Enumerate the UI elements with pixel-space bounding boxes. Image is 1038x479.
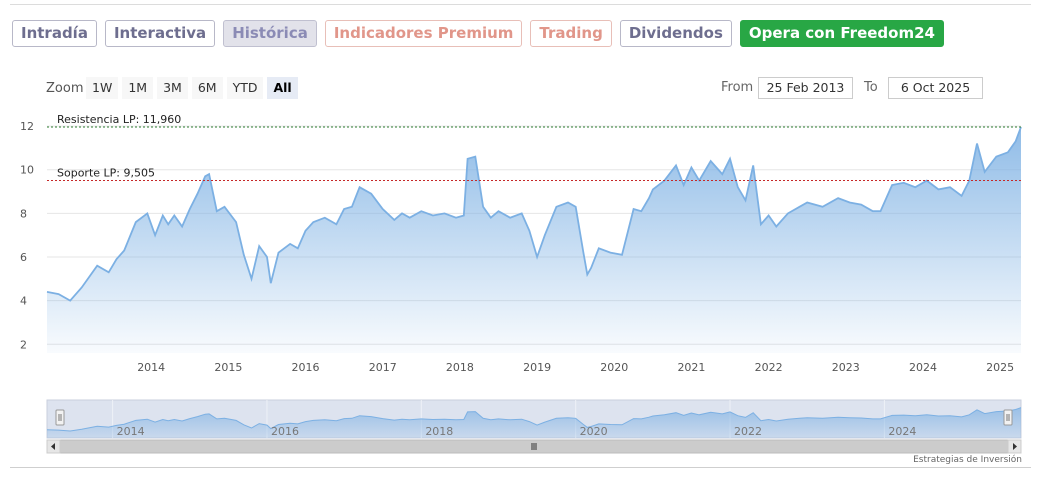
- from-label: From: [721, 80, 754, 95]
- x-tick-label: 2014: [137, 361, 165, 374]
- from-date-input[interactable]: 25 Feb 2013: [758, 77, 853, 99]
- navigator[interactable]: 2014 2016 2018 2020 2022 2024: [46, 399, 1022, 454]
- y-tick-label: 2: [20, 338, 27, 351]
- tab-trading[interactable]: Trading: [530, 20, 612, 47]
- navigator-tick-label: 2024: [888, 425, 916, 438]
- navigator-scrollbar[interactable]: [46, 439, 1022, 454]
- scroll-right-arrow-icon: [1013, 443, 1017, 450]
- y-tick-label: 4: [20, 295, 27, 308]
- navigator-right-handle[interactable]: [1003, 409, 1013, 426]
- x-tick-label: 2024: [909, 361, 937, 374]
- chart-tabs: Intradía Interactiva Histórica Indicadores …: [12, 20, 944, 47]
- y-tick-label: 6: [20, 251, 27, 264]
- x-tick-label: 2018: [446, 361, 474, 374]
- tab-dividendos[interactable]: Dividendos: [619, 20, 732, 47]
- top-divider: [10, 4, 1031, 5]
- x-tick-label: 2021: [677, 361, 705, 374]
- support-resistance-lines: Resistencia LP: 11,960 Soporte LP: 9,505: [47, 113, 1021, 182]
- tab-hist-rica[interactable]: Histórica: [223, 20, 317, 47]
- x-tick-label: 2016: [292, 361, 320, 374]
- price-line: [46, 126, 1022, 302]
- to-date-input[interactable]: 6 Oct 2025: [888, 77, 983, 99]
- zoom-3m-button[interactable]: 3M: [157, 77, 188, 99]
- bottom-divider: [10, 467, 1031, 468]
- y-axis-labels: 2 4 6 8 10 12: [20, 120, 34, 351]
- tab-opera-con-freedom24[interactable]: Opera con Freedom24: [739, 20, 944, 47]
- navigator-left-handle[interactable]: [55, 409, 65, 426]
- x-tick-label: 2015: [214, 361, 242, 374]
- y-tick-label: 10: [20, 164, 34, 177]
- chart-credit: Estrategias de Inversión: [913, 455, 1022, 465]
- x-tick-label: 2020: [600, 361, 628, 374]
- zoom-6m-button[interactable]: 6M: [191, 77, 223, 99]
- support-label: Soporte LP: 9,505: [57, 167, 155, 180]
- zoom-buttons: 1W 1M 3M 6M YTD All: [86, 77, 298, 99]
- navigator-tick-label: 2022: [734, 425, 762, 438]
- x-tick-label: 2017: [369, 361, 397, 374]
- x-axis-labels: 2014 2015 2016 2017 2018 2019 2020 2021 2022 2023…: [137, 361, 1014, 374]
- navigator-tick-label: 2014: [117, 425, 145, 438]
- tab-intrad-a[interactable]: Intradía: [12, 20, 97, 47]
- resistance-label: Resistencia LP: 11,960: [57, 113, 181, 126]
- navigator-tick-label: 2016: [271, 425, 299, 438]
- navigator-line: [46, 407, 1022, 432]
- y-tick-label: 12: [20, 120, 34, 133]
- x-tick-label: 2019: [523, 361, 551, 374]
- x-tick-label: 2025: [986, 361, 1014, 374]
- zoom-label: Zoom: [46, 81, 84, 96]
- tab-indicadores-premium[interactable]: Indicadores Premium: [324, 20, 523, 47]
- zoom-1w-button[interactable]: 1W: [86, 77, 119, 99]
- scroll-left-arrow-icon: [51, 443, 55, 450]
- zoom-ytd-button[interactable]: YTD: [226, 77, 264, 99]
- zoom-all-button[interactable]: All: [267, 77, 298, 99]
- price-area: [47, 127, 1021, 353]
- y-tick-label: 8: [20, 207, 27, 220]
- tab-interactiva[interactable]: Interactiva: [104, 20, 216, 47]
- navigator-tick-label: 2020: [580, 425, 608, 438]
- navigator-area: [47, 407, 1021, 438]
- to-label: To: [864, 80, 878, 95]
- navigator-tick-label: 2018: [425, 425, 453, 438]
- x-tick-label: 2022: [755, 361, 783, 374]
- x-tick-label: 2023: [832, 361, 860, 374]
- zoom-1m-button[interactable]: 1M: [122, 77, 154, 99]
